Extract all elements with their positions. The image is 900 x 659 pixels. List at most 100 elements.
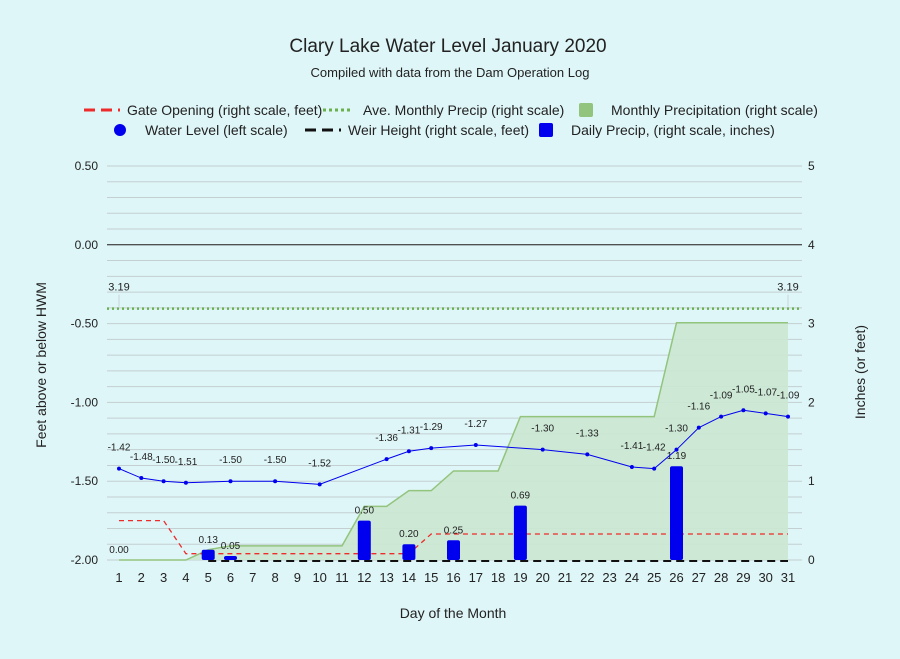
legend-item: Gate Opening (right scale, feet) xyxy=(84,102,322,118)
daily-precip-label: 0.13 xyxy=(198,535,218,546)
x-tick-label: 11 xyxy=(335,570,349,585)
water-level-label: -1.05 xyxy=(732,384,755,395)
water-level-label: -1.30 xyxy=(531,424,554,435)
water-level-label: -1.42 xyxy=(108,443,131,454)
legend-label: Weir Height (right scale, feet) xyxy=(348,122,529,138)
y-right-tick-label: 3 xyxy=(808,317,815,331)
y-right-tick-label: 2 xyxy=(808,395,815,409)
x-tick-label: 26 xyxy=(669,570,683,585)
y-left-tick-label: -0.50 xyxy=(71,317,99,331)
daily-precip-label: 0.00 xyxy=(109,545,129,556)
x-tick-label: 18 xyxy=(491,570,505,585)
x-tick-label: 27 xyxy=(692,570,706,585)
water-level-point xyxy=(786,414,790,419)
y-right-tick-label: 0 xyxy=(808,553,815,567)
y-right-tick-label: 1 xyxy=(808,474,815,488)
water-level-label: -1.36 xyxy=(375,433,398,444)
water-level-point xyxy=(741,408,746,413)
x-tick-label: 5 xyxy=(205,570,212,585)
water-level-label: -1.30 xyxy=(665,424,688,435)
x-tick-label: 14 xyxy=(402,570,416,585)
x-tick-label: 28 xyxy=(714,570,728,585)
legend-swatch xyxy=(114,124,126,136)
y-axis-left-title: Feet above or below HWM xyxy=(33,282,49,448)
water-level-point xyxy=(406,449,411,454)
x-tick-label: 4 xyxy=(182,570,189,585)
x-tick-label: 31 xyxy=(781,570,795,585)
legend-swatch xyxy=(579,103,593,117)
water-level-label: -1.48 xyxy=(130,452,153,463)
water-level-label: -1.33 xyxy=(576,428,599,439)
chart-title: Clary Lake Water Level January 2020 xyxy=(289,36,606,57)
y-right-tick-label: 5 xyxy=(808,159,815,173)
water-level-point xyxy=(317,482,322,487)
y-right-tick-label: 4 xyxy=(808,238,815,252)
water-level-label: -1.31 xyxy=(398,425,421,436)
x-tick-label: 1 xyxy=(115,570,122,585)
water-level-point xyxy=(674,447,679,452)
y-left-tick-label: -2.00 xyxy=(71,553,99,567)
water-level-point xyxy=(183,480,188,485)
gate-opening-line xyxy=(119,519,788,555)
water-level-point xyxy=(629,465,634,470)
legend-item: Ave. Monthly Precip (right scale) xyxy=(323,102,564,118)
daily-precip-bar xyxy=(402,544,416,560)
water-level-point xyxy=(540,447,545,452)
daily-precip-label: 0.69 xyxy=(511,491,531,502)
avg-precip-label: 3.19 xyxy=(777,282,798,294)
legend-item: Water Level (left scale) xyxy=(114,122,288,138)
y-left-tick-label: 0.00 xyxy=(75,238,99,252)
daily-precip-bar xyxy=(447,540,460,560)
water-level-point xyxy=(228,479,233,484)
y-left-tick-label: -1.00 xyxy=(71,395,99,409)
daily-precip-bar xyxy=(513,505,527,560)
legend-swatch xyxy=(539,123,553,137)
water-level-label: -1.50 xyxy=(264,455,287,466)
legend-item: Monthly Precipitation (right scale) xyxy=(579,102,818,118)
daily-precip-label: 0.25 xyxy=(444,525,464,536)
x-tick-label: 10 xyxy=(312,570,326,585)
chart-subtitle: Compiled with data from the Dam Operatio… xyxy=(311,65,590,80)
monthly-precip-area xyxy=(119,322,788,560)
x-tick-label: 25 xyxy=(647,570,661,585)
y-left-tick-label: -1.50 xyxy=(71,474,99,488)
water-level-label: -1.27 xyxy=(464,419,487,430)
water-level-label: -1.42 xyxy=(643,443,666,454)
water-level-label: -1.50 xyxy=(152,455,175,466)
legend: Gate Opening (right scale, feet) Ave. Mon… xyxy=(84,102,818,138)
daily-precip-bar xyxy=(224,556,237,560)
x-tick-label: 24 xyxy=(625,570,639,585)
daily-precip-label: 0.20 xyxy=(399,529,419,540)
x-tick-label: 3 xyxy=(160,570,167,585)
plot-area: 3.19 3.19 0.00 0.130.05 0.50 0.20 0.25 0.69 1.19… xyxy=(107,244,802,562)
x-tick-label: 23 xyxy=(602,570,616,585)
y-left-tick-label: 0.50 xyxy=(75,159,99,173)
daily-precip-bar xyxy=(670,466,683,560)
avg-precip-label: 3.19 xyxy=(108,282,129,294)
water-level-point xyxy=(273,479,278,484)
y-axis-right-title: Inches (or feet) xyxy=(852,325,868,419)
water-level-label: -1.41 xyxy=(621,441,644,452)
water-level-label: -1.29 xyxy=(420,422,443,433)
legend-label: Ave. Monthly Precip (right scale) xyxy=(363,102,564,118)
x-tick-label: 22 xyxy=(580,570,594,585)
water-level-point xyxy=(696,425,701,430)
daily-precip-label: 1.19 xyxy=(667,451,687,462)
water-level-label: -1.16 xyxy=(687,402,710,413)
water-level-point xyxy=(652,466,657,471)
x-tick-label: 21 xyxy=(558,570,572,585)
legend-label: Water Level (left scale) xyxy=(145,122,288,138)
water-level-label: -1.09 xyxy=(777,391,800,402)
water-level-point xyxy=(429,446,434,451)
legend-item: Weir Height (right scale, feet) xyxy=(305,122,529,138)
water-level-label: -1.50 xyxy=(219,455,242,466)
x-tick-label: 9 xyxy=(294,570,301,585)
x-tick-label: 2 xyxy=(138,570,145,585)
water-level-point xyxy=(384,457,389,462)
water-level-point xyxy=(763,411,768,416)
daily-precip-bar xyxy=(357,520,371,560)
water-level-point xyxy=(117,466,121,471)
legend-label: Gate Opening (right scale, feet) xyxy=(127,102,322,118)
